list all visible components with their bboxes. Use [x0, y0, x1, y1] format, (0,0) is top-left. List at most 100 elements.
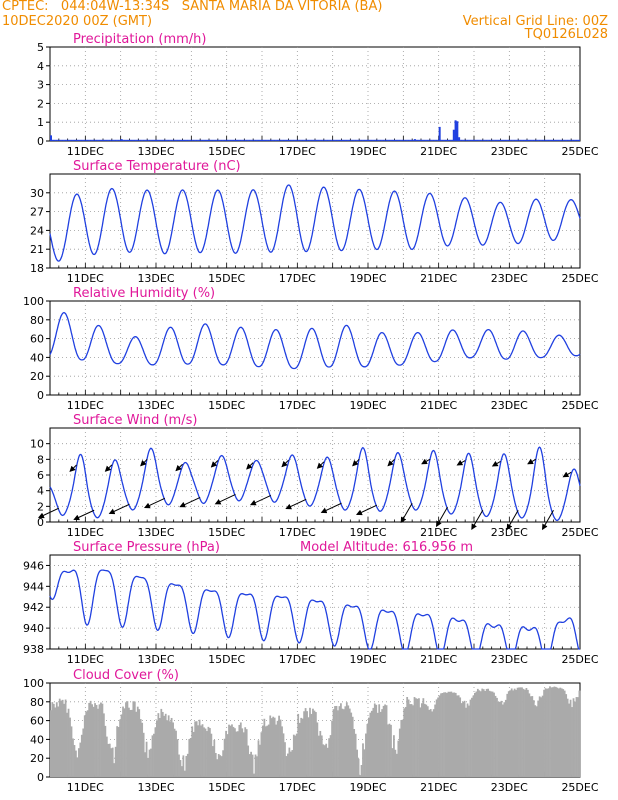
- precip-bar-baseline: [525, 139, 527, 141]
- wind-vector: [316, 461, 325, 469]
- cloud-bar: [559, 687, 562, 777]
- precip-bar-baseline: [431, 139, 433, 141]
- x-tick-label: 25DEC: [561, 145, 598, 158]
- x-tick-label: 17DEC: [279, 526, 316, 539]
- precip-bar-baseline: [195, 139, 198, 141]
- precip-bar-baseline: [384, 139, 386, 141]
- precip-bar-baseline: [512, 139, 514, 141]
- cloud-bar: [376, 712, 379, 777]
- cloud-bar: [497, 701, 500, 777]
- cloud-bar: [462, 701, 464, 777]
- precip-bar-baseline: [571, 139, 573, 141]
- precip-bar-baseline: [281, 139, 283, 141]
- precip-bar-baseline: [524, 139, 526, 141]
- cloud-bar: [178, 754, 180, 777]
- cloud-bar: [541, 695, 544, 777]
- precip-bar-baseline: [236, 139, 239, 141]
- cloud-bar: [400, 719, 403, 777]
- cloud-bar: [285, 756, 288, 777]
- y-tick-label: 3: [37, 79, 44, 92]
- wind-vector: [527, 458, 537, 465]
- precip-bar-baseline: [239, 139, 242, 141]
- x-tick-label: 21DEC: [420, 781, 457, 794]
- cloud-bar: [527, 689, 529, 777]
- x-tick-label: 23DEC: [491, 526, 528, 539]
- y-tick-label: 2: [37, 97, 44, 110]
- panel-temp: 18 21 24 27 30 11DEC 13DEC 15DEC 17DEC 19DEC 21DEC…: [30, 159, 599, 285]
- precip-bar-baseline: [491, 139, 494, 141]
- cloud-bar: [72, 738, 74, 777]
- precip-bar-baseline: [550, 139, 553, 141]
- precip-bar-baseline: [388, 139, 391, 141]
- x-tick-label: 17DEC: [279, 653, 316, 666]
- cloud-bar: [126, 701, 129, 777]
- cloud-bar: [406, 696, 409, 777]
- precip-bar-baseline: [350, 139, 352, 141]
- precip-bar-baseline: [337, 139, 339, 141]
- cloud-bar: [300, 717, 303, 777]
- precip-bar-baseline: [334, 139, 336, 141]
- precip-bar-baseline: [304, 139, 307, 141]
- cloud-bar: [322, 744, 325, 777]
- cloud-bar: [76, 757, 79, 777]
- cloud-bar: [291, 750, 294, 777]
- precip-bar-baseline: [291, 139, 293, 141]
- cloud-bar: [55, 702, 58, 777]
- cloud-bar: [232, 726, 235, 777]
- precip-bar-baseline: [363, 139, 366, 141]
- precip-bar: [438, 126, 441, 141]
- cloud-bar: [557, 688, 560, 777]
- precip-bar-baseline: [312, 139, 314, 141]
- cloud-bar: [92, 706, 95, 777]
- precip-bar-baseline: [428, 139, 430, 141]
- precip-bar-baseline: [125, 139, 127, 141]
- x-tick-label: 19DEC: [349, 399, 386, 412]
- wind-vector: [355, 504, 378, 516]
- cloud-bar: [50, 710, 52, 777]
- cloud-bar: [342, 709, 345, 777]
- panel-subtitle: Model Altitude: 616.956 m: [300, 540, 473, 555]
- precip-bar-baseline: [111, 139, 114, 141]
- precip-bar-baseline: [372, 139, 374, 141]
- precip-bar-baseline: [395, 139, 398, 141]
- cloud-bar: [163, 715, 166, 777]
- precip-bar-baseline: [378, 139, 380, 141]
- x-tick-label: 13DEC: [137, 399, 174, 412]
- cloud-bar: [518, 687, 520, 777]
- cloud-bar: [195, 721, 198, 777]
- cloud-bar: [543, 689, 545, 777]
- precip-bar-baseline: [103, 139, 105, 141]
- precip-bar-baseline: [462, 139, 464, 141]
- cloud-bar: [313, 710, 316, 777]
- cloud-bar: [531, 696, 534, 777]
- cloud-bar: [565, 694, 568, 777]
- precip-bar-baseline: [167, 139, 170, 141]
- cloud-bar: [356, 749, 358, 777]
- cloud-bar: [415, 698, 417, 777]
- precip-bar-baseline: [288, 139, 290, 141]
- cloud-bar: [294, 735, 297, 777]
- cloud-bar: [372, 707, 375, 777]
- cloud-bar: [443, 692, 445, 777]
- precip-bar-baseline: [387, 139, 389, 141]
- cloud-bar: [384, 704, 386, 777]
- cloud-bar: [91, 704, 93, 777]
- precip-bar-baseline: [382, 139, 385, 141]
- cloud-bar: [169, 721, 172, 777]
- cloud-bar: [156, 720, 158, 777]
- cloud-bar: [244, 727, 247, 777]
- cloud-bar: [338, 706, 341, 777]
- precip-bar-baseline: [294, 139, 296, 141]
- precip-bar-baseline: [156, 139, 158, 141]
- precip-bar-baseline: [379, 139, 382, 141]
- cloud-bar: [263, 718, 266, 777]
- precip-bar-baseline: [501, 139, 504, 141]
- panel-wind: 0 2 4 6 8 10 11DEC 13DEC 15DEC 17DEC 19DEC 21DEC 23D…: [30, 413, 599, 539]
- cloud-bar: [391, 748, 394, 777]
- precip-bar-baseline: [301, 139, 304, 141]
- cloud-bar: [381, 709, 384, 777]
- precip-bar-baseline: [529, 139, 532, 141]
- precip-bar-baseline: [269, 139, 271, 141]
- precip-bar-baseline: [329, 139, 332, 141]
- cloud-bar: [487, 688, 490, 777]
